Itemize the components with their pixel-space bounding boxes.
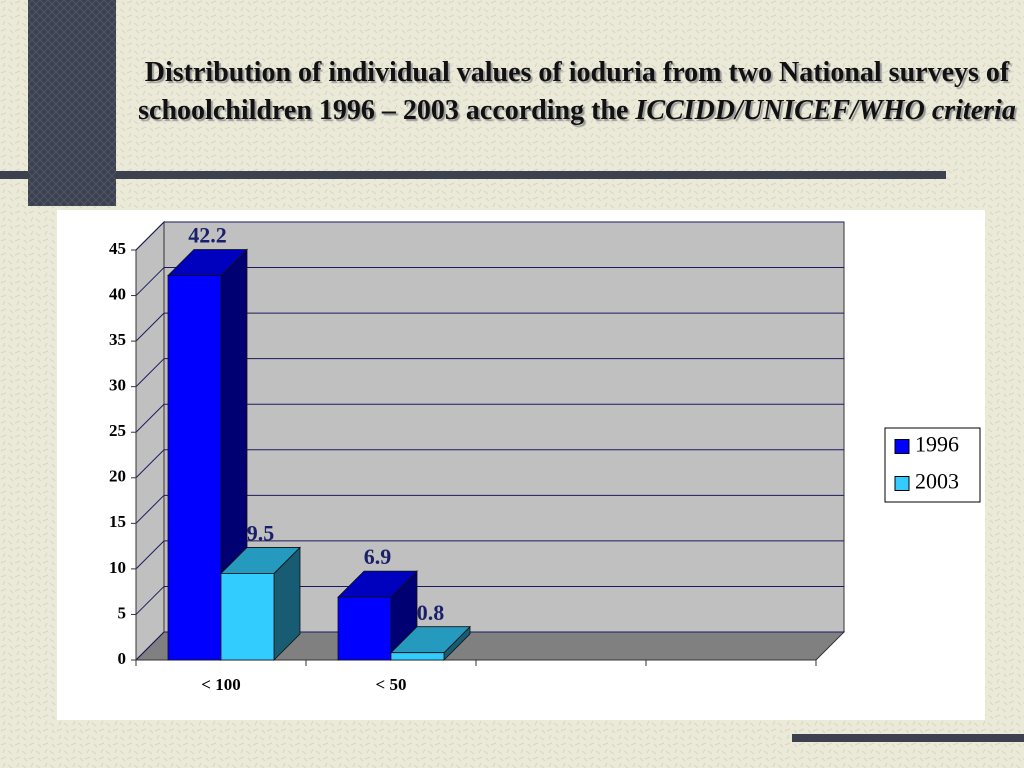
x-tick-label: < 100 <box>201 675 240 694</box>
title: Distribution of individual values of iod… <box>137 54 1017 130</box>
grid-line <box>135 312 165 342</box>
bar <box>167 275 222 661</box>
grid-line <box>135 221 165 251</box>
data-label: 0.8 <box>417 600 445 625</box>
grid-line <box>135 358 165 388</box>
y-tick-label: 40 <box>109 284 126 303</box>
grid-line <box>135 540 165 570</box>
grid-line <box>135 586 165 615</box>
x-tick-label: < 50 <box>376 675 407 694</box>
legend-swatch <box>894 439 910 454</box>
y-tick-label: 5 <box>118 603 127 622</box>
grid-line <box>135 267 165 296</box>
legend-label: 1996 <box>915 432 959 457</box>
bar <box>390 652 445 661</box>
rule <box>792 734 1024 742</box>
bar <box>337 596 392 661</box>
y-tick-label: 25 <box>109 421 126 440</box>
bar <box>220 573 275 661</box>
y-tick-label: 10 <box>109 558 126 577</box>
data-label: 6.9 <box>364 544 392 569</box>
grid-line <box>135 403 165 433</box>
grid-line <box>135 631 165 661</box>
y-tick-label: 30 <box>109 376 126 395</box>
rule <box>0 171 946 179</box>
grid-line <box>135 494 165 524</box>
data-label: 42.2 <box>188 223 227 248</box>
y-tick-label: 15 <box>109 512 126 531</box>
title-text: Distribution of individual values of iod… <box>138 57 1010 126</box>
grid-line <box>135 449 165 479</box>
legend-swatch <box>894 476 910 491</box>
data-label: 9.5 <box>247 520 275 545</box>
legend-label: 2003 <box>915 469 959 494</box>
title-emphasis: ICCIDD/UNICEF/WHO criteria <box>635 95 1016 126</box>
accent-block <box>28 0 116 206</box>
y-tick-label: 45 <box>109 239 126 258</box>
side-wall <box>135 220 165 662</box>
y-tick-label: 20 <box>109 467 126 486</box>
y-tick-label: 0 <box>118 649 127 668</box>
y-tick-label: 35 <box>109 330 126 349</box>
